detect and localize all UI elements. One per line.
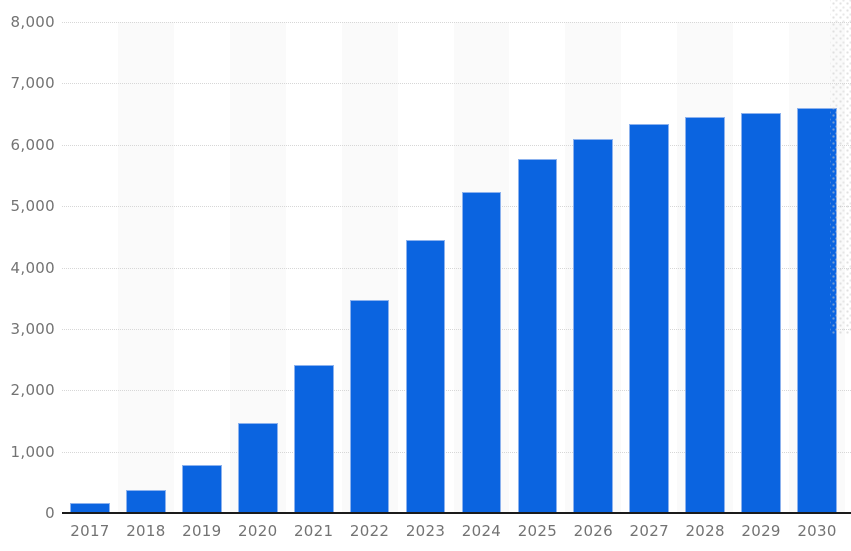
y-tick-label: 6,000 <box>10 135 55 154</box>
y-tick-label: 8,000 <box>10 13 55 31</box>
x-tick-label: 2021 <box>293 522 334 540</box>
gridline <box>62 390 851 392</box>
bar-2019[interactable] <box>181 464 222 513</box>
bar-2025[interactable] <box>517 159 558 513</box>
x-tick-label: 2019 <box>182 522 222 540</box>
x-tick-label: 2017 <box>70 522 110 540</box>
gridline <box>62 83 851 85</box>
gridline <box>62 206 851 208</box>
y-tick-label: 7,000 <box>10 74 55 93</box>
x-tick-label: 2018 <box>126 522 166 540</box>
y-tick-label: 0 <box>45 504 55 522</box>
y-tick-label: 5,000 <box>10 197 55 216</box>
bar-2018[interactable] <box>126 490 166 513</box>
y-tick-label: 1,000 <box>10 442 55 461</box>
gridline <box>62 144 851 146</box>
y-tick-label: 4,000 <box>10 258 55 277</box>
bar-2017[interactable] <box>70 502 110 513</box>
x-tick-label: 2026 <box>573 522 613 540</box>
bar-2022[interactable] <box>349 299 390 513</box>
y-tick-label: 2,000 <box>10 381 55 400</box>
bar-2023[interactable] <box>405 239 446 513</box>
x-axis-line <box>62 512 851 514</box>
x-tick-label: 2030 <box>797 522 837 540</box>
x-tick-label: 2020 <box>238 522 278 540</box>
plot-area <box>62 22 851 513</box>
gridline <box>62 451 851 453</box>
bar-2030[interactable] <box>797 107 837 513</box>
bar-2026[interactable] <box>573 138 614 513</box>
x-tick-label: 2027 <box>629 522 669 540</box>
x-tick-label: 2022 <box>349 522 390 540</box>
x-tick-label: 2029 <box>741 522 781 540</box>
x-tick-label: 2023 <box>405 522 446 540</box>
bar-2027[interactable] <box>629 124 670 513</box>
bar-2021[interactable] <box>293 365 334 513</box>
bar-2029[interactable] <box>741 112 781 513</box>
gridline <box>62 328 851 330</box>
bar-2024[interactable] <box>461 192 502 513</box>
bar-2028[interactable] <box>685 116 726 513</box>
bar-2020[interactable] <box>237 422 278 513</box>
x-tick-label: 2028 <box>685 522 725 540</box>
x-tick-label: 2025 <box>517 522 558 540</box>
y-tick-label: 3,000 <box>10 319 55 338</box>
x-tick-label: 2024 <box>461 522 502 540</box>
gridline <box>62 22 851 23</box>
gridline <box>62 267 851 269</box>
